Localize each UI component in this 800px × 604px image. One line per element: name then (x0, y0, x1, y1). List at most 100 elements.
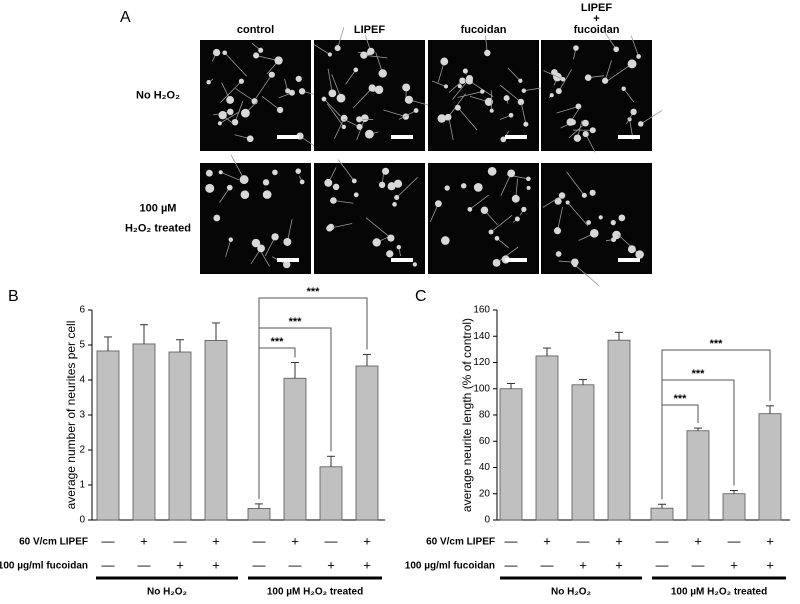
cell-body (589, 189, 596, 196)
significance-label: *** (710, 338, 724, 350)
cell-body (374, 85, 384, 95)
cell-body (288, 89, 295, 96)
y-tick-label: 60 (479, 436, 491, 447)
neurite (617, 234, 640, 255)
cell-body (276, 106, 284, 114)
cell-body (246, 135, 254, 143)
cell-body (361, 114, 369, 122)
neurite (630, 35, 639, 57)
neurite (558, 69, 573, 92)
cell-body (351, 178, 357, 184)
cell-body (353, 192, 359, 198)
bar (283, 377, 307, 521)
treatment-sign: + (694, 533, 702, 548)
neurite (398, 110, 417, 120)
cell-body (612, 230, 621, 240)
panel-label: A (120, 9, 131, 26)
column-header: LIPEF (354, 24, 385, 36)
cell-body (627, 245, 636, 254)
cell-body (565, 200, 570, 205)
cell-body (353, 67, 359, 73)
neurite (327, 68, 333, 94)
cell-body (489, 108, 494, 113)
neurite (500, 173, 512, 197)
neurite (334, 118, 345, 139)
cell-body (239, 175, 249, 185)
cell-body (222, 50, 228, 56)
neurite (363, 54, 388, 59)
neurite (623, 88, 635, 103)
treatment-sign: — (102, 557, 115, 572)
cell-body (581, 119, 589, 127)
cell-body (299, 179, 305, 185)
cell-body (618, 214, 626, 222)
column-header: fucoidan (574, 24, 620, 36)
cell-body (523, 121, 529, 127)
cell-body (526, 176, 531, 182)
micrograph (428, 163, 539, 274)
significance-label: *** (271, 336, 285, 348)
cell-body (321, 96, 327, 102)
micrograph (541, 40, 652, 151)
cell-body (251, 98, 258, 105)
neurite (345, 69, 357, 85)
cell-body (460, 183, 467, 189)
cell-body (630, 108, 637, 116)
neurite (219, 111, 240, 124)
neurite (507, 67, 521, 82)
neurite (566, 171, 585, 196)
group-label: No H₂O₂ (551, 587, 591, 598)
significance-bracket (258, 297, 368, 499)
treatment-sign: — (541, 557, 554, 572)
scale-bar (391, 135, 413, 139)
cell-body (258, 47, 264, 53)
treatment-label: 100 µg/ml fucoidan (0, 561, 88, 572)
cell-body (440, 57, 449, 66)
cell-body (503, 95, 510, 102)
micrograph (428, 40, 539, 151)
cell-body (257, 244, 265, 253)
cell-body (326, 225, 333, 232)
neurite (496, 238, 510, 249)
cell-body (582, 131, 589, 138)
neurite (490, 215, 513, 233)
neurite (557, 207, 563, 231)
treatment-sign: + (140, 533, 148, 548)
y-tick-label: 0 (484, 515, 490, 526)
cell-body (228, 237, 234, 242)
cell-body (484, 97, 493, 106)
cell-body (521, 206, 527, 212)
treatment-sign: + (291, 533, 299, 548)
cell-body (341, 124, 347, 130)
bar (535, 355, 559, 521)
neurite (383, 109, 406, 117)
cell-body (465, 77, 473, 85)
cell-body (382, 167, 390, 175)
cell-body (218, 110, 227, 120)
cell-body (356, 123, 363, 130)
neurite (256, 55, 276, 61)
cell-body (262, 190, 272, 199)
treatment-sign: — (138, 557, 151, 572)
scale-bar (505, 258, 527, 262)
cell-body (226, 184, 233, 191)
neurite (603, 30, 617, 50)
cell-body (378, 69, 387, 78)
cell-body (336, 93, 346, 103)
cell-body (332, 183, 340, 191)
cell-body (330, 197, 337, 204)
treatment-sign: — (505, 533, 518, 548)
neurite (567, 202, 589, 227)
column-header: fucoidan (461, 24, 507, 36)
cell-body (484, 49, 491, 57)
cell-body (206, 79, 211, 85)
treatment-sign: + (543, 533, 551, 548)
cell-body (480, 89, 485, 94)
cell-body (480, 206, 489, 215)
treatment-sign: — (728, 533, 741, 548)
cell-body (444, 185, 450, 191)
y-tick-label: 6 (79, 305, 85, 316)
cell-body (492, 259, 501, 267)
treatment-sign: + (579, 557, 587, 572)
cell-body (227, 108, 234, 116)
